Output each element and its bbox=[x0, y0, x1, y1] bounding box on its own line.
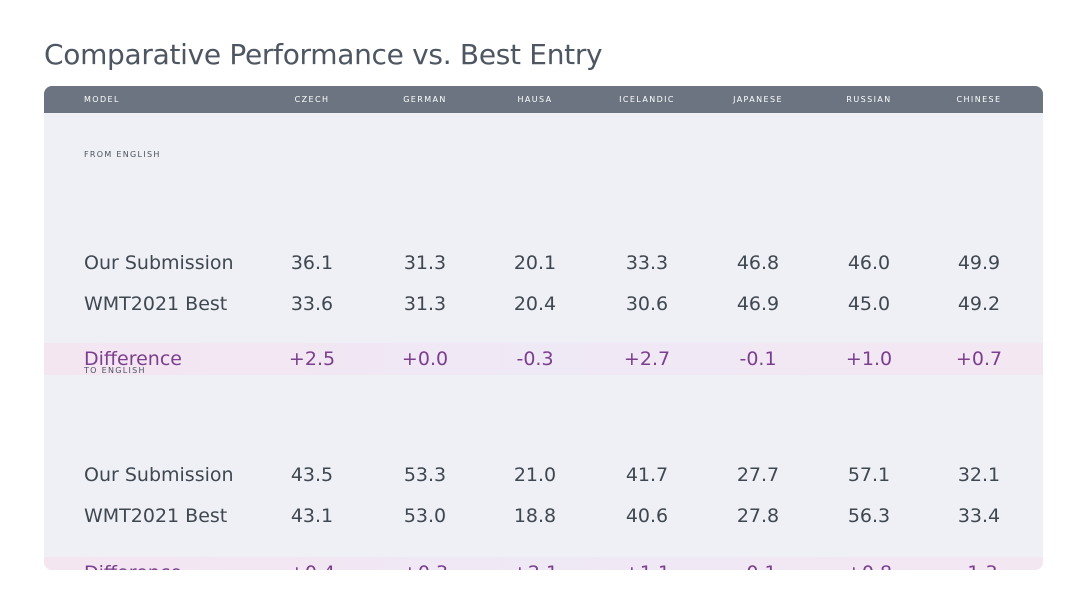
table-cell: 45.0 bbox=[847, 293, 891, 315]
table-cell: 46.9 bbox=[736, 293, 780, 315]
table-cell: 49.9 bbox=[957, 252, 1001, 274]
table-cell: 56.3 bbox=[847, 505, 891, 527]
page-title: Comparative Performance vs. Best Entry bbox=[44, 38, 603, 71]
results-table: MODEL CZECH GERMAN HAUSA ICELANDIC JAPANESE RU… bbox=[44, 86, 1043, 570]
row-label: WMT2021 Best bbox=[84, 505, 228, 527]
table-cell: -0.1 bbox=[739, 348, 777, 370]
table-cell: 33.6 bbox=[290, 293, 334, 315]
difference-band bbox=[44, 343, 1043, 375]
column-header: MODEL bbox=[84, 95, 120, 104]
table-cell: +2.1 bbox=[512, 562, 558, 570]
table-cell: +2.5 bbox=[288, 348, 336, 370]
table-cell: 46.0 bbox=[847, 252, 891, 274]
section-label: FROM ENGLISH bbox=[84, 150, 161, 159]
row-label: Our Submission bbox=[84, 252, 234, 274]
table-cell: 36.1 bbox=[290, 252, 334, 274]
table-cell: 27.8 bbox=[736, 505, 780, 527]
table-cell: 43.5 bbox=[290, 464, 334, 486]
row-label: Our Submission bbox=[84, 464, 234, 486]
column-header: HAUSA bbox=[517, 95, 553, 104]
table-cell: 20.4 bbox=[513, 293, 557, 315]
table-cell: -1.3 bbox=[960, 562, 997, 570]
table-cell: +0.4 bbox=[289, 562, 335, 570]
table-cell: +0.0 bbox=[401, 348, 449, 370]
table-cell: 53.3 bbox=[403, 464, 447, 486]
table-header: MODEL CZECH GERMAN HAUSA ICELANDIC JAPANESE RU… bbox=[44, 86, 1043, 113]
difference-band bbox=[44, 557, 1043, 570]
table-cell: 43.1 bbox=[290, 505, 334, 527]
table-cell: +1.0 bbox=[845, 348, 893, 370]
table-cell: -0.1 bbox=[739, 562, 776, 570]
table-cell: 31.3 bbox=[403, 252, 447, 274]
table-cell: +1.1 bbox=[624, 562, 670, 570]
table-cell: 53.0 bbox=[403, 505, 447, 527]
table-cell: 41.7 bbox=[625, 464, 669, 486]
column-header: JAPANESE bbox=[733, 95, 783, 104]
table-cell: 30.6 bbox=[625, 293, 669, 315]
column-header: ICELANDIC bbox=[619, 95, 675, 104]
column-header: RUSSIAN bbox=[846, 95, 892, 104]
table-cell: 20.1 bbox=[513, 252, 557, 274]
table-cell: +0.8 bbox=[846, 562, 892, 570]
table-cell: 21.0 bbox=[513, 464, 557, 486]
row-label: Difference bbox=[84, 562, 182, 570]
table-cell: 33.4 bbox=[957, 505, 1001, 527]
table-cell: +0.3 bbox=[402, 562, 448, 570]
table-cell: 18.8 bbox=[513, 505, 557, 527]
table-cell: 46.8 bbox=[736, 252, 780, 274]
table-cell: 31.3 bbox=[403, 293, 447, 315]
table-cell: 32.1 bbox=[957, 464, 1001, 486]
table-cell: 40.6 bbox=[625, 505, 669, 527]
section-label: TO ENGLISH bbox=[84, 366, 146, 375]
table-cell: 27.7 bbox=[736, 464, 780, 486]
row-label: Difference bbox=[84, 348, 182, 370]
table-cell: 57.1 bbox=[847, 464, 891, 486]
table-cell: 33.3 bbox=[625, 252, 669, 274]
table-cell: +0.7 bbox=[955, 348, 1003, 370]
column-header: GERMAN bbox=[403, 95, 447, 104]
column-header: CHINESE bbox=[956, 95, 1002, 104]
table-cell: +2.7 bbox=[623, 348, 671, 370]
row-label: WMT2021 Best bbox=[84, 293, 228, 315]
table-cell: 49.2 bbox=[957, 293, 1001, 315]
table-cell: -0.3 bbox=[516, 348, 554, 370]
column-header: CZECH bbox=[294, 95, 330, 104]
